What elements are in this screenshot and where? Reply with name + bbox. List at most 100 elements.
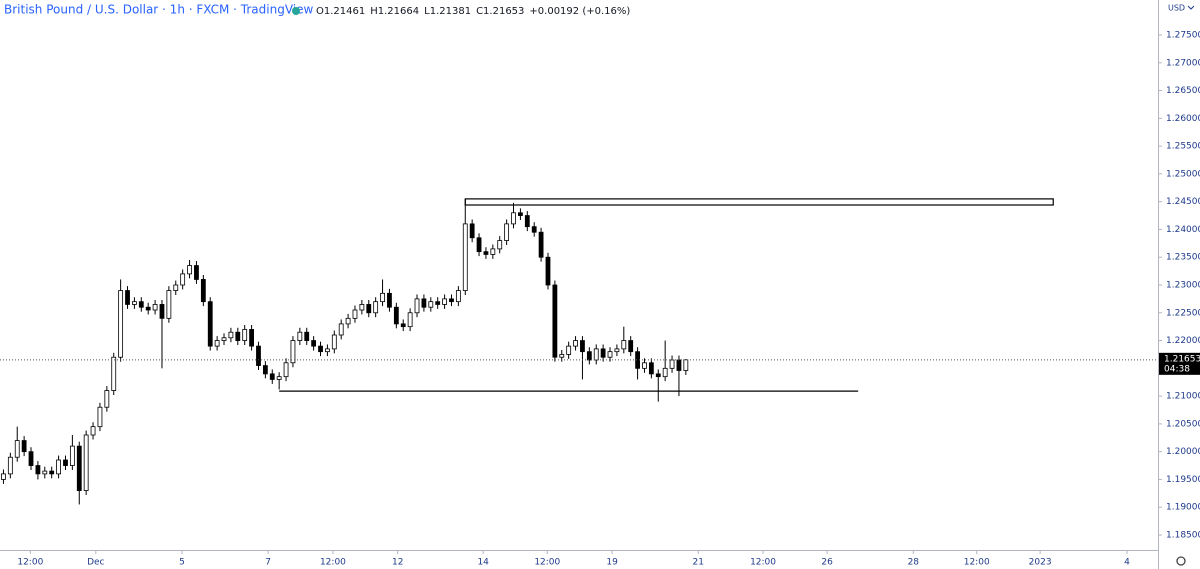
ohlc-value: 1.21664 — [378, 6, 419, 17]
x-tick-label: 14 — [477, 558, 489, 568]
candle-body — [449, 298, 454, 303]
last-price-box — [1159, 352, 1200, 375]
candle-body — [69, 445, 75, 466]
candle-body — [90, 426, 96, 436]
settings-gear[interactable] — [1176, 556, 1186, 566]
y-tick-label: 1.18500 — [1166, 531, 1200, 541]
candle-body — [380, 292, 385, 303]
candle-body — [442, 298, 447, 305]
candle-body — [187, 265, 192, 275]
candle-body — [145, 306, 151, 311]
ohlc-key: C — [476, 6, 483, 17]
candle-body — [676, 359, 682, 371]
currency: USD — [1168, 4, 1185, 13]
y-tick-label: 1.23500 — [1166, 253, 1200, 263]
candle-body — [387, 292, 392, 308]
y-tick-label: 1.24500 — [1166, 197, 1200, 207]
x-tick-label: 12:00 — [17, 558, 43, 568]
ohlc-value: 1.21461 — [324, 6, 365, 17]
candle-body — [304, 331, 310, 341]
x-tick-label: 19 — [606, 558, 618, 568]
x-tick-label: 12:00 — [964, 558, 990, 568]
candle-body — [83, 434, 89, 491]
y-tick-label: 1.22500 — [1166, 308, 1200, 318]
candle-body — [180, 273, 186, 286]
candle-body — [483, 251, 489, 255]
candle-body — [262, 365, 268, 375]
y-tick-label: 1.20500 — [1166, 419, 1200, 429]
candle-body — [669, 359, 675, 369]
candle-body — [593, 348, 599, 361]
candle-body — [297, 331, 303, 341]
candle-body — [35, 465, 41, 475]
candle-body — [393, 306, 399, 325]
candle-body — [283, 362, 289, 378]
y-tick-label: 1.19000 — [1166, 503, 1200, 513]
ohlc-key: O — [316, 6, 324, 17]
candle-body — [580, 340, 585, 353]
currency-caret — [1187, 5, 1195, 10]
candle-body — [683, 359, 689, 371]
candle-body — [490, 248, 496, 255]
candle-body — [573, 340, 578, 347]
candle-body — [21, 440, 27, 453]
candle-body — [518, 212, 523, 216]
candle-body — [228, 331, 234, 339]
x-tick-label: 21 — [693, 558, 704, 568]
candle-body — [276, 376, 282, 380]
candle-body — [7, 456, 13, 475]
y-tick-label: 1.22000 — [1166, 336, 1200, 346]
candle-body — [269, 373, 275, 380]
x-tick-label: 7 — [265, 558, 271, 568]
candle-body — [311, 340, 317, 347]
candle-body — [559, 354, 565, 358]
candle-body — [538, 231, 544, 258]
candle-body — [359, 304, 365, 311]
candle-body — [648, 362, 654, 375]
candle-body — [476, 237, 482, 253]
x-tick-label: 12:00 — [534, 558, 560, 568]
candle-body — [552, 284, 558, 358]
chart-title: British Pound / U.S. Dollar · 1h · FXCM … — [4, 3, 313, 17]
candle-body — [511, 212, 516, 225]
candle-body — [435, 301, 441, 305]
candle-body — [132, 301, 137, 305]
candle-body — [469, 223, 475, 239]
x-tick-label: 26 — [821, 558, 833, 568]
candle-body — [1, 473, 6, 480]
candle-body — [111, 356, 117, 391]
candle-body — [421, 298, 427, 308]
candle-body — [235, 331, 241, 341]
candle-body — [614, 348, 620, 353]
ohlc-key: H — [370, 6, 378, 17]
last-price-label: 1.21653 — [1164, 354, 1200, 364]
y-tick-label: 1.26500 — [1166, 86, 1200, 96]
x-tick-label: 28 — [908, 558, 920, 568]
candle-body — [49, 470, 55, 475]
candle-body — [194, 265, 199, 280]
y-tick-label: 1.25500 — [1166, 142, 1200, 152]
candle-body — [352, 309, 358, 319]
candle-body — [566, 345, 572, 355]
ohlc-key: L — [424, 6, 430, 17]
candle-body — [56, 459, 61, 475]
candle-body — [524, 215, 530, 228]
candle-body — [586, 351, 592, 361]
candle-body — [504, 223, 510, 241]
x-tick-label: 2023 — [1029, 558, 1052, 568]
candle-body — [462, 223, 468, 291]
candle-body — [318, 345, 323, 353]
plot-area — [1, 198, 1054, 505]
ohlc-value: 1.21381 — [430, 6, 471, 17]
candle-body — [545, 256, 551, 286]
candle-body — [173, 284, 179, 291]
candle-body — [607, 351, 613, 358]
candle-body — [152, 304, 158, 311]
settings-icon[interactable] — [1176, 556, 1186, 566]
status-dot — [292, 7, 300, 15]
candle-body — [642, 362, 647, 369]
candle-body — [125, 290, 130, 305]
candle-body — [455, 290, 461, 303]
y-tick-label: 1.23000 — [1166, 281, 1200, 291]
